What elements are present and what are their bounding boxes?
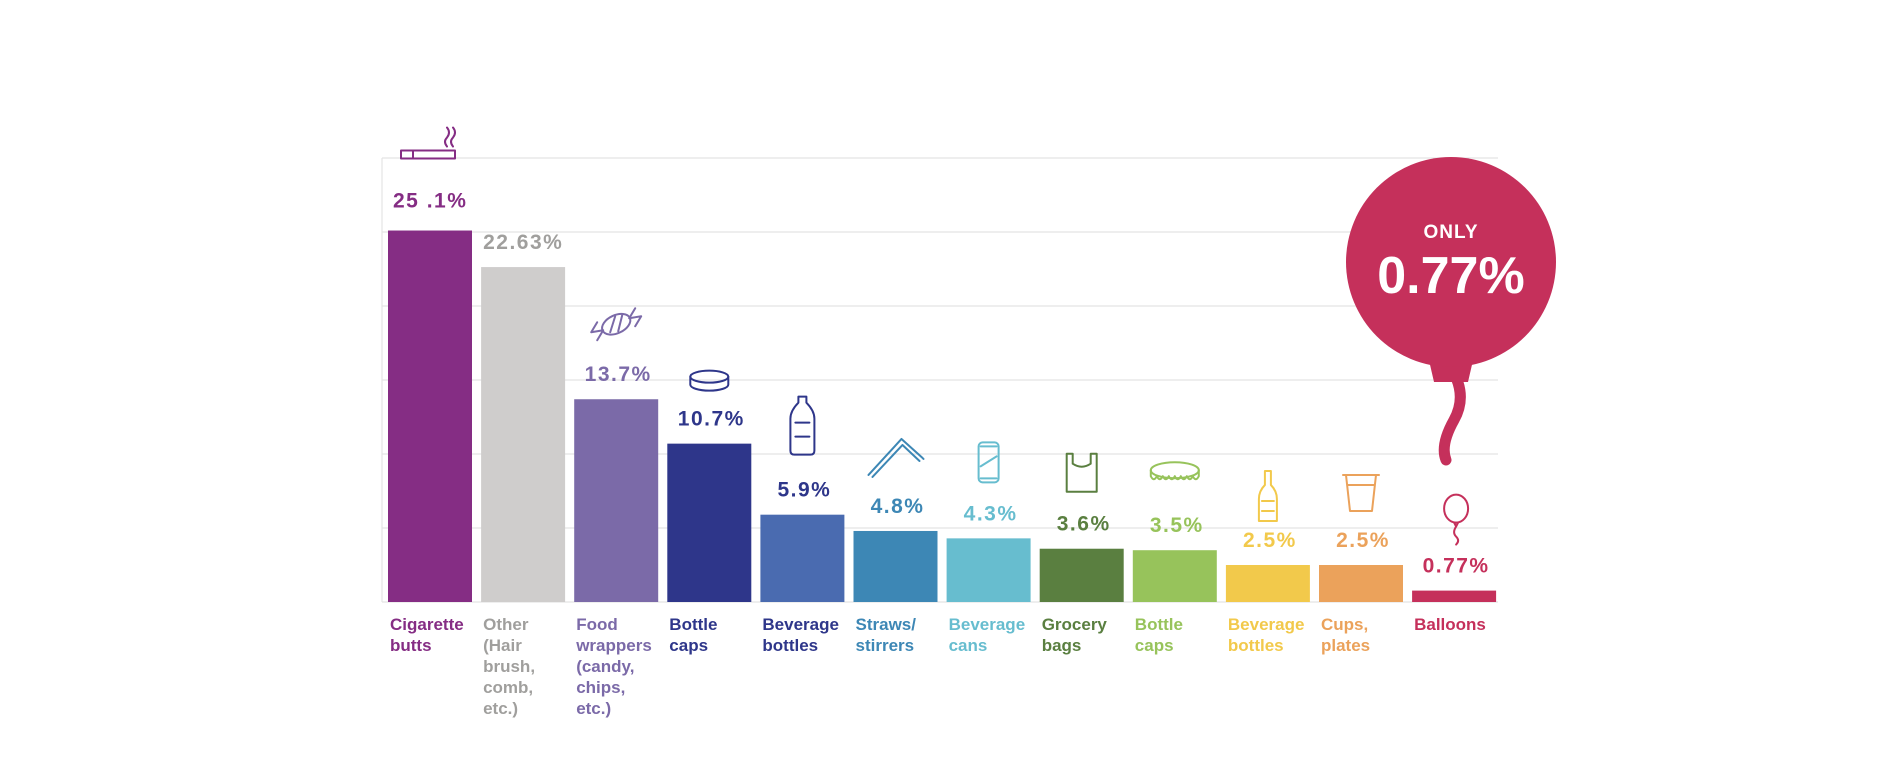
bar [946,538,1031,602]
value-label: 22.63% [483,231,563,254]
bar [853,530,938,602]
bar [481,267,566,602]
category-label: caps [669,636,708,655]
chart-gridlines [381,157,1498,603]
chart-bars [388,230,1497,602]
value-label: 2.5% [1336,529,1390,552]
category-label: Other [483,615,529,634]
chart-icons [400,126,1470,546]
bar [1132,550,1217,602]
category-label: cans [949,636,988,655]
category-label: (Hair [483,636,522,655]
chart-value-labels: 25 .1% 22.63% 13.7% 10.7% 5.9% 4.8% 4.3% 3.6% 3.… [393,190,1490,578]
value-label: 10.7% [678,408,745,431]
bar [388,230,472,602]
category-label: bags [1042,636,1082,655]
straw-icon [867,437,925,478]
bar [1225,565,1310,602]
value-label: 13.7% [585,363,652,386]
category-label: brush, [483,657,535,676]
category-label: caps [1135,636,1174,655]
category-label: bottles [1228,636,1284,655]
balloon-icon [1443,493,1470,546]
glass-bottle-icon [1257,470,1278,522]
category-label: Balloons [1414,615,1486,634]
category-label: Grocery [1042,615,1108,634]
balloon-callout-string [1438,362,1466,466]
category-label: Beverage [1228,615,1305,634]
value-label: 3.5% [1150,514,1204,537]
bar [574,399,659,602]
category-label: bottles [762,636,818,655]
category-label: chips, [576,678,625,697]
category-label: etc.) [483,699,518,718]
category-label: Beverage [762,615,839,634]
category-label: wrappers [575,636,652,655]
bar [667,443,752,602]
category-label: Cigarette [390,615,464,634]
category-label: plates [1321,636,1370,655]
bar [760,514,845,602]
callout-value: 0.77% [1377,247,1524,305]
category-label: Food [576,615,618,634]
category-label: Beverage [949,615,1026,634]
category-label: (candy, [576,657,634,676]
bottle-cap-icon [689,369,730,392]
water-bottle-icon [789,395,816,456]
cigarette-icon [400,126,456,160]
bar [1319,565,1403,602]
category-label: Bottle [669,615,717,634]
chart-category-labels: Cigarette butts Other (Hair brush, comb, etc.)… [390,615,1486,718]
cup-icon [1342,474,1380,512]
category-label: etc.) [576,699,611,718]
value-label: 2.5% [1243,529,1297,552]
candy-icon [590,307,643,342]
value-label: 4.3% [964,502,1018,525]
grocery-bag-icon [1065,452,1098,493]
value-label: 0.77% [1423,555,1490,578]
value-label: 3.6% [1057,513,1111,536]
category-label: Straws/ [856,615,917,634]
category-label: stirrers [856,636,915,655]
value-label: 25 .1% [393,190,467,213]
category-label: Bottle [1135,615,1183,634]
value-label: 5.9% [777,479,831,502]
balloon-callout: ONLY 0.77% [1346,157,1556,466]
callout-only-label: ONLY [1423,222,1478,243]
bar [1039,548,1124,602]
category-label: Cups, [1321,615,1368,634]
category-label: butts [390,636,432,655]
category-label: comb, [483,678,533,697]
can-icon [977,441,1000,484]
balloon-callout-circle [1346,157,1556,367]
crown-cap-icon [1149,461,1200,481]
value-label: 4.8% [871,495,925,518]
bar [1412,590,1497,602]
